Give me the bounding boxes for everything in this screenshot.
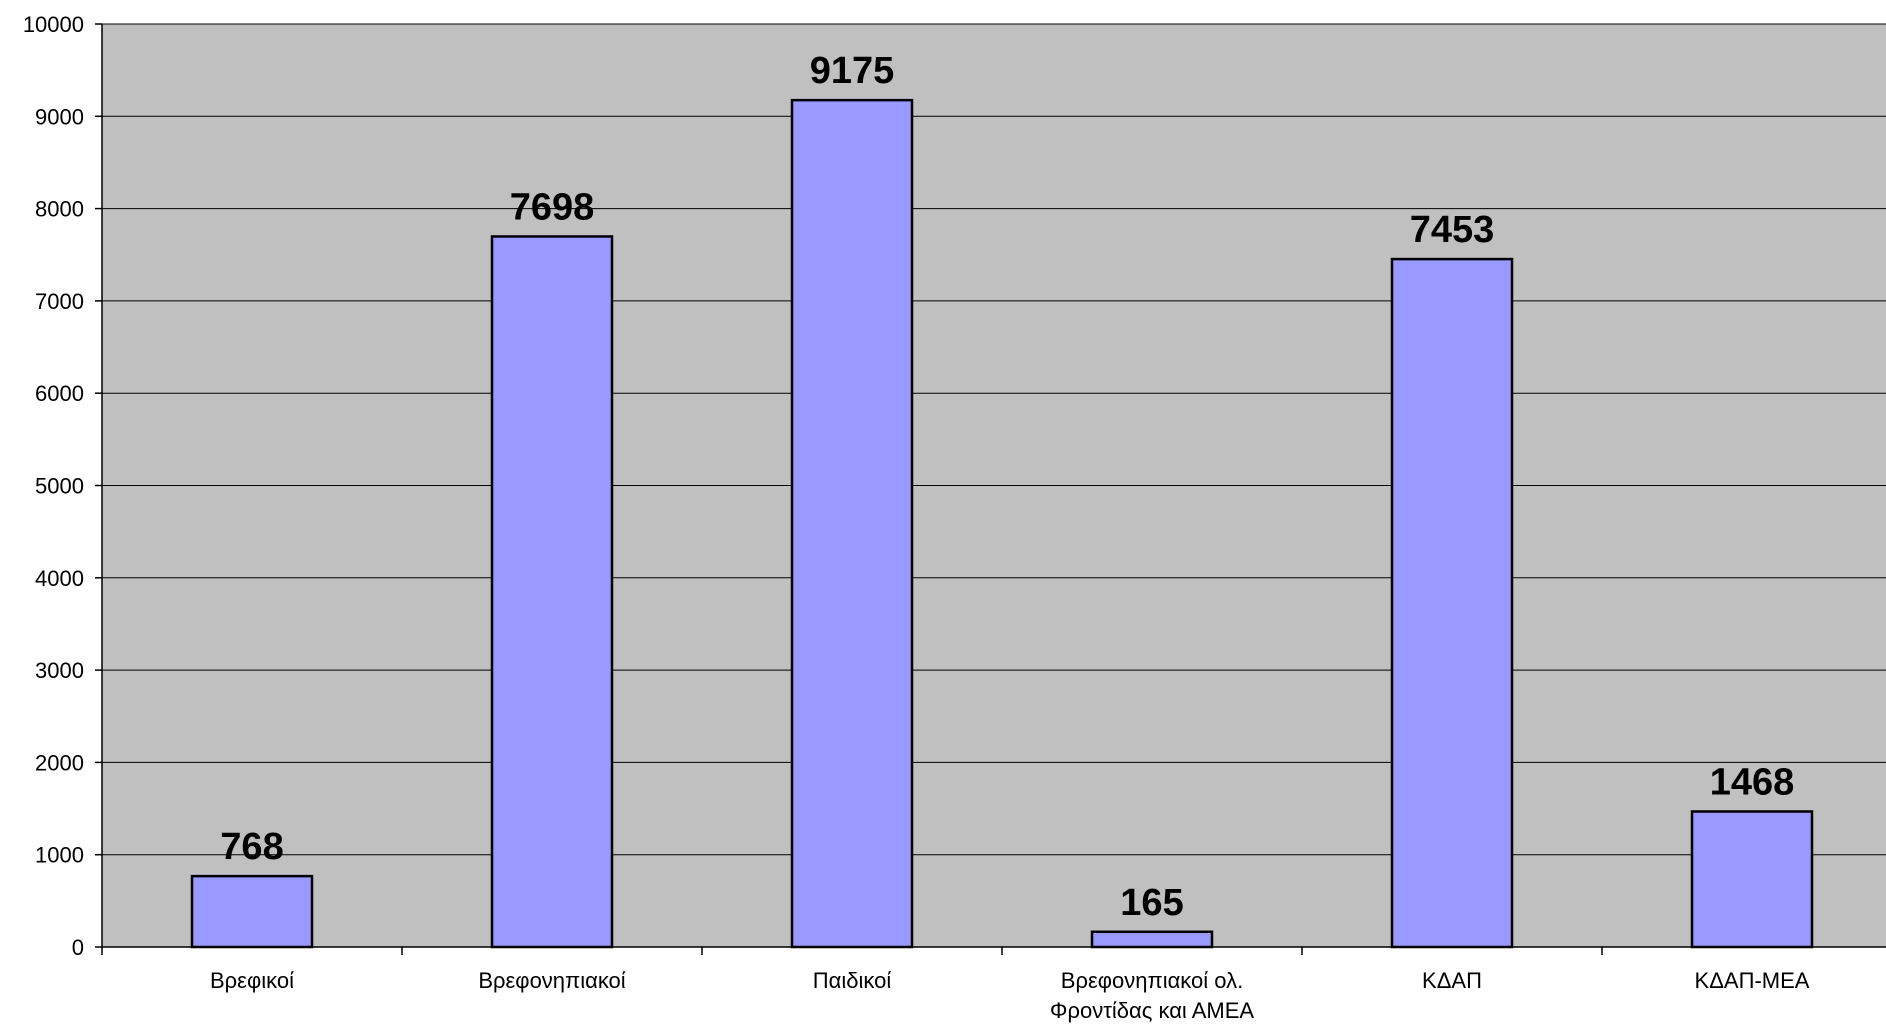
bar [190, 874, 314, 949]
x-tick-label: ΚΔΑΠ-ΜΕΑ [1695, 968, 1810, 993]
x-tick-label: Παιδικοί [813, 968, 892, 993]
y-tick-label: 6000 [35, 381, 84, 406]
y-tick-label: 4000 [35, 566, 84, 591]
y-tick-label: 5000 [35, 474, 84, 499]
bar [490, 235, 614, 949]
x-tick-label-line: ΚΔΑΠ [1422, 968, 1482, 993]
data-labels: 768 7698 9175 165 7453 1468 [220, 50, 1794, 924]
x-tick-label: Βρεφονηπιακοί [478, 968, 625, 993]
x-tick-label-line: Παιδικοί [813, 968, 892, 993]
data-label: 9175 [810, 50, 895, 92]
x-tick-label-line: Βρεφονηπιακοί ολ. [1061, 968, 1243, 993]
y-tick-label: 10000 [23, 12, 84, 37]
grid-lines [102, 23, 1886, 856]
x-tick-label: ΚΔΑΠ [1422, 968, 1482, 993]
y-tick-label: 2000 [35, 750, 84, 775]
y-tick-label: 1000 [35, 843, 84, 868]
bar [790, 98, 914, 949]
y-tick-label: 3000 [35, 658, 84, 683]
bar [1090, 930, 1214, 949]
data-label: 1468 [1710, 762, 1795, 804]
y-axis: 0 1000 2000 3000 4000 5000 6000 7000 8000 9000 100… [23, 12, 103, 960]
x-tick-label-line: ΚΔΑΠ-ΜΕΑ [1695, 968, 1810, 993]
data-label: 7698 [510, 186, 595, 228]
bars [190, 98, 1814, 949]
x-axis: Βρεφικοί Βρεφονηπιακοί Παιδικοί Βρεφονηπιακ… [101, 946, 1886, 1023]
data-label: 165 [1120, 882, 1183, 924]
x-tick-label-line: Φροντίδας και ΑΜΕΑ [1050, 998, 1254, 1023]
y-tick-label: 9000 [35, 104, 84, 129]
x-tick-label-line: Βρεφονηπιακοί [478, 968, 625, 993]
x-tick-label: Βρεφικοί [210, 968, 294, 993]
data-label: 7453 [1410, 209, 1495, 251]
y-tick-label: 8000 [35, 197, 84, 222]
y-tick-label: 7000 [35, 289, 84, 314]
bar [1390, 257, 1514, 949]
data-label: 768 [220, 826, 283, 868]
y-tick-label: 0 [72, 935, 84, 960]
bar [1690, 810, 1814, 949]
x-tick-label: Βρεφονηπιακοί ολ. Φροντίδας και ΑΜΕΑ [1050, 968, 1254, 1023]
x-tick-label-line: Βρεφικοί [210, 968, 294, 993]
